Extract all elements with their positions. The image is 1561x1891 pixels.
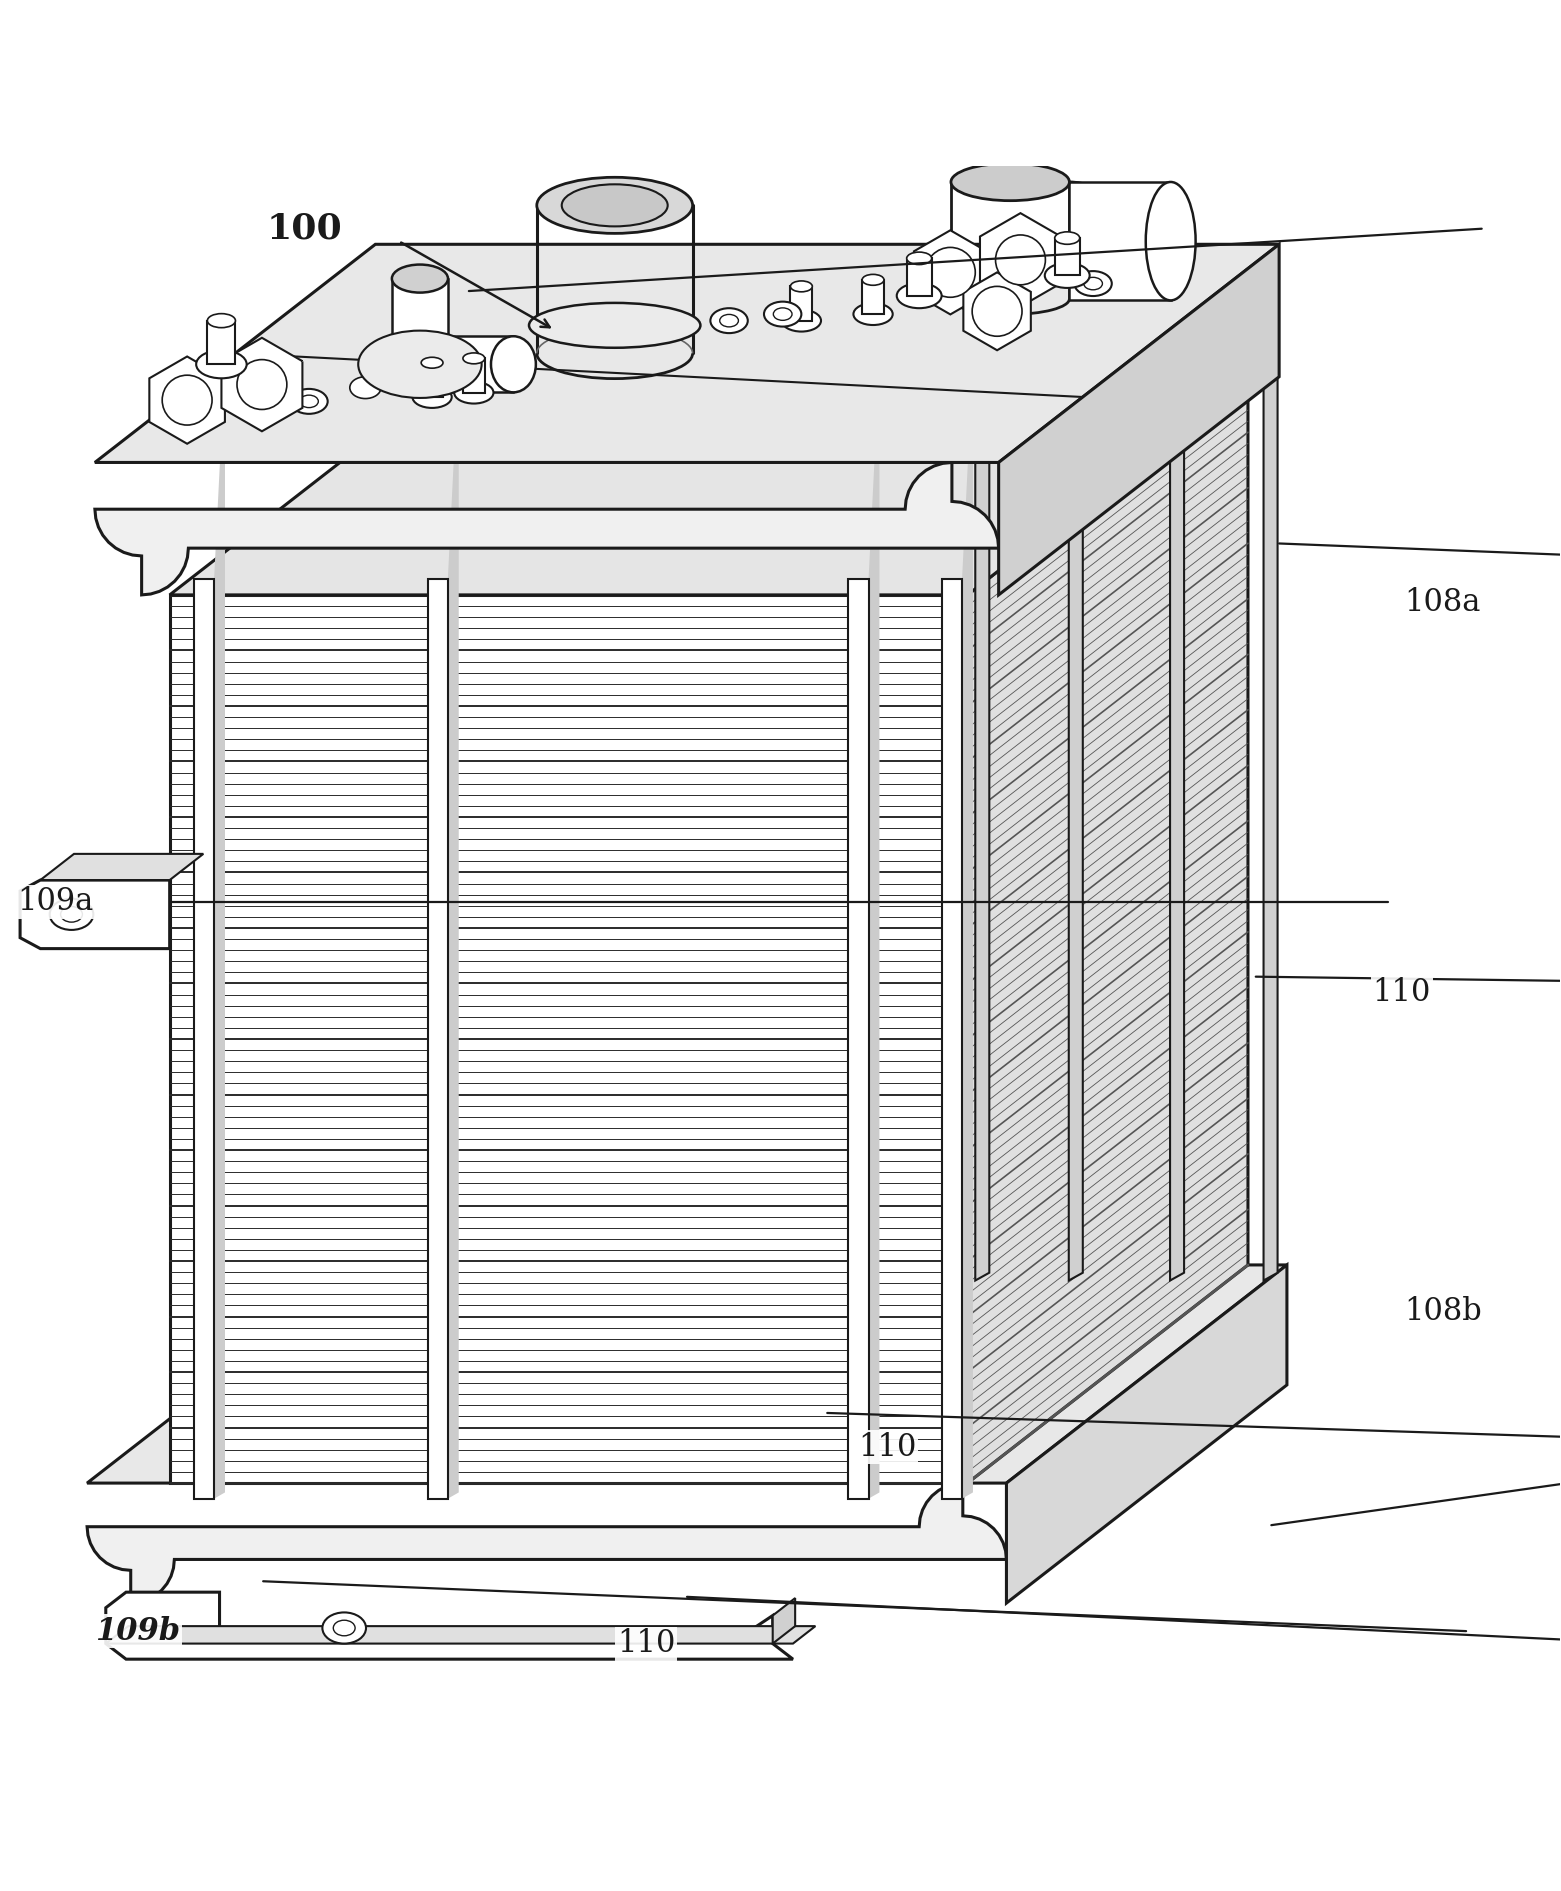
Ellipse shape xyxy=(162,374,212,425)
Polygon shape xyxy=(999,244,1278,596)
Ellipse shape xyxy=(412,386,451,408)
Polygon shape xyxy=(106,1592,793,1658)
Ellipse shape xyxy=(323,1613,365,1643)
Polygon shape xyxy=(87,1483,1007,1604)
Polygon shape xyxy=(1069,354,1083,1280)
Polygon shape xyxy=(194,579,214,1500)
Ellipse shape xyxy=(421,357,443,369)
Polygon shape xyxy=(862,280,884,314)
Polygon shape xyxy=(941,579,962,1500)
Polygon shape xyxy=(87,1265,1286,1483)
Ellipse shape xyxy=(926,248,976,297)
Ellipse shape xyxy=(763,303,801,327)
Ellipse shape xyxy=(1044,263,1090,287)
Ellipse shape xyxy=(290,390,328,414)
Polygon shape xyxy=(773,1598,795,1643)
Text: 108b: 108b xyxy=(1403,1295,1481,1327)
Ellipse shape xyxy=(1083,278,1102,289)
Polygon shape xyxy=(976,354,990,1280)
Text: 110: 110 xyxy=(617,1628,676,1658)
Polygon shape xyxy=(868,361,879,1500)
Ellipse shape xyxy=(492,337,535,391)
Polygon shape xyxy=(1171,354,1185,1280)
Polygon shape xyxy=(913,231,987,314)
Ellipse shape xyxy=(562,183,668,227)
Ellipse shape xyxy=(392,265,448,293)
Ellipse shape xyxy=(350,376,381,399)
Ellipse shape xyxy=(50,898,94,930)
Polygon shape xyxy=(1007,1265,1286,1604)
Ellipse shape xyxy=(464,354,485,363)
Polygon shape xyxy=(421,363,443,397)
Ellipse shape xyxy=(1074,270,1111,297)
Polygon shape xyxy=(428,579,448,1500)
Ellipse shape xyxy=(237,359,287,410)
Ellipse shape xyxy=(790,282,812,291)
Polygon shape xyxy=(962,361,973,1500)
Ellipse shape xyxy=(334,1621,354,1636)
Ellipse shape xyxy=(1055,233,1080,244)
Polygon shape xyxy=(420,337,514,391)
Ellipse shape xyxy=(907,252,932,265)
Ellipse shape xyxy=(951,163,1069,200)
Polygon shape xyxy=(170,596,968,1483)
Polygon shape xyxy=(1069,182,1171,301)
Ellipse shape xyxy=(1146,182,1196,301)
Polygon shape xyxy=(464,359,485,393)
Polygon shape xyxy=(980,214,1061,306)
Text: 110: 110 xyxy=(1372,978,1431,1008)
Polygon shape xyxy=(1263,354,1277,1280)
Ellipse shape xyxy=(357,331,482,397)
Polygon shape xyxy=(907,259,932,295)
Text: 100: 100 xyxy=(267,212,342,246)
Polygon shape xyxy=(392,278,448,365)
Ellipse shape xyxy=(773,308,791,320)
Ellipse shape xyxy=(854,303,893,325)
Polygon shape xyxy=(1055,238,1080,276)
Polygon shape xyxy=(95,244,1278,463)
Polygon shape xyxy=(20,879,170,949)
Polygon shape xyxy=(95,463,999,596)
Ellipse shape xyxy=(782,310,821,331)
Polygon shape xyxy=(848,579,868,1500)
Polygon shape xyxy=(790,286,812,321)
Ellipse shape xyxy=(862,274,884,286)
Polygon shape xyxy=(41,855,203,879)
Ellipse shape xyxy=(529,303,701,348)
Ellipse shape xyxy=(454,382,493,403)
Text: 109a: 109a xyxy=(17,887,94,917)
Polygon shape xyxy=(448,361,459,1500)
Text: 110: 110 xyxy=(859,1431,916,1464)
Text: 108a: 108a xyxy=(1403,588,1480,618)
Ellipse shape xyxy=(197,350,247,378)
Polygon shape xyxy=(150,357,225,444)
Ellipse shape xyxy=(537,178,693,233)
Ellipse shape xyxy=(300,395,318,408)
Polygon shape xyxy=(106,1626,815,1643)
Polygon shape xyxy=(170,376,1247,596)
Polygon shape xyxy=(963,272,1030,350)
Polygon shape xyxy=(222,338,303,431)
Ellipse shape xyxy=(996,234,1046,286)
Ellipse shape xyxy=(710,308,748,333)
Ellipse shape xyxy=(896,284,941,308)
Text: 109b: 109b xyxy=(95,1615,180,1647)
Ellipse shape xyxy=(973,286,1022,337)
Ellipse shape xyxy=(61,906,83,923)
Polygon shape xyxy=(968,376,1247,1483)
Polygon shape xyxy=(214,361,225,1500)
Polygon shape xyxy=(208,321,236,365)
Ellipse shape xyxy=(720,314,738,327)
Ellipse shape xyxy=(208,314,236,327)
